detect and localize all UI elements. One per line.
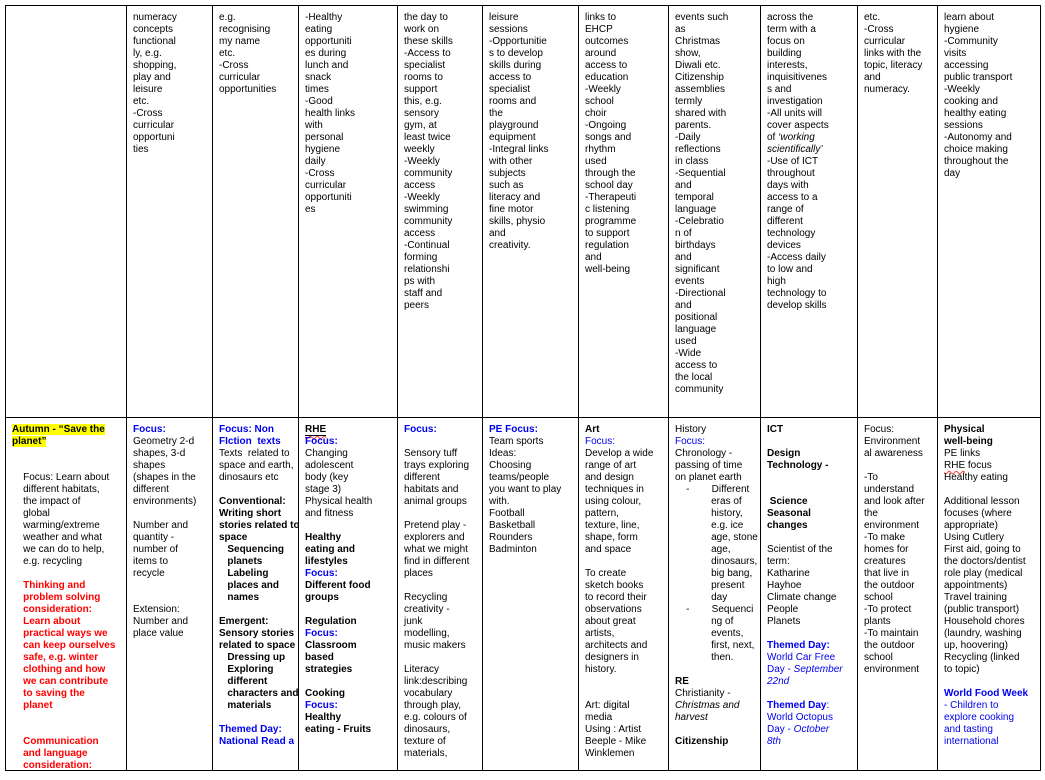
text-span: Changing adolescent body (key stage 3) P… [305, 448, 373, 519]
table-cell-r1-c5: the day to work on these skills -Access … [398, 6, 483, 418]
text-span: Autumn - “Save the planet” [12, 424, 105, 447]
text-span: Focus: [404, 424, 437, 435]
text-span: Focus: Non FIction texts [219, 424, 281, 447]
text-span: learn about hygiene -Community visits ac… [944, 12, 1013, 179]
table-cell-r1-c4: -Healthy eating opportuniti es during lu… [299, 6, 398, 418]
text-span: links to EHCP outcomes around access to … [585, 12, 637, 275]
text-span: Chronology - passing of time on planet e… [675, 448, 758, 663]
text-span: Develop a wide range of art and design t… [585, 448, 654, 759]
text-span: Physical well-being [944, 424, 993, 447]
text-span: leisure sessions -Opportunitie s to deve… [489, 12, 549, 251]
table-cell-r1-c1 [6, 6, 127, 418]
text-span: Focus: [133, 424, 166, 435]
text-span: Thinking and problem solving considerati… [23, 580, 116, 771]
text-span: Texts related to space and earth, dinosa… [219, 448, 294, 483]
text-span: RHE [305, 424, 327, 436]
text-span: Scientist of the term: Katharine Hayhoe … [767, 544, 837, 627]
text-span: Healthy eating - Fruits [305, 712, 372, 735]
text-span: Citizenship [675, 736, 729, 747]
text-span: Conventional: Writing short stories rela… [219, 496, 299, 711]
text-span: PE Focus: [489, 424, 538, 435]
text-span: RHE [944, 460, 966, 471]
text-span: etc. -Cross curricular links with the to… [864, 12, 923, 95]
table-cell-r1-c11: learn about hygiene -Community visits ac… [938, 6, 1041, 418]
text-span: World Car Free Day - [767, 652, 836, 675]
table-cell-r2-c4: RHE Focus: Changing adolescent body (key… [299, 418, 398, 771]
text-span: Team sports Ideas: Choosing teams/people… [489, 436, 562, 555]
text-span: Focus: Environment al awareness -To unde… [864, 424, 925, 675]
text-span: ICT Design Technology - Science Seasonal… [767, 424, 829, 531]
text-span: events such as Christmas show, Diwali et… [675, 12, 729, 395]
table-cell-r1-c10: etc. -Cross curricular links with the to… [858, 6, 938, 418]
text-span: Focus: [305, 568, 338, 579]
text-span: Focus: [585, 436, 616, 447]
text-span: Focus: [675, 436, 706, 447]
table-cell-r2-c2: Focus: Geometry 2-d shapes, 3-d shapes (… [127, 418, 213, 771]
text-span: Art [585, 424, 600, 435]
text-span: - Children to explore cooking and tastin… [944, 700, 1015, 747]
text-span: Christianity - [675, 688, 731, 699]
table-cell-r1-c3: e.g. recognising my name etc. -Cross cur… [213, 6, 299, 418]
text-span: focus Healthy eating Additional lesson f… [944, 460, 1026, 675]
text-span: e.g. recognising my name etc. -Cross cur… [219, 12, 277, 95]
text-span: Healthy eating and lifestyles [305, 532, 356, 567]
text-span: RE [675, 676, 689, 687]
text-span: Different food groups Regulation [305, 580, 371, 627]
text-span: Christmas and harvest [675, 700, 740, 723]
text-span: : World Octopus Day - [767, 700, 833, 735]
text-span: ‘working scientifically’ [767, 132, 823, 155]
text-span: -Use of ICT throughout days with access … [767, 156, 827, 311]
table-cell-r2-c1: Autumn - “Save the planet” Focus: Learn … [6, 418, 127, 771]
table-cell-r2-c3: Focus: Non FIction texts Texts related t… [213, 418, 299, 771]
text-span: Focus: [305, 436, 338, 447]
table-cell-r1-c2: numeracy concepts functional ly, e.g. sh… [127, 6, 213, 418]
text-span: Geometry 2-d shapes, 3-d shapes (shapes … [133, 436, 197, 639]
table-cell-r2-c7: Art Focus: Develop a wide range of art a… [579, 418, 669, 771]
text-span: Sensory tuff trays exploring different h… [404, 448, 470, 759]
table-cell-r1-c8: events such as Christmas show, Diwali et… [669, 6, 761, 418]
text-span: numeracy concepts functional ly, e.g. sh… [133, 12, 177, 155]
text-span: Themed Day: National Read a [219, 724, 295, 747]
text-span: September 22nd [767, 664, 843, 687]
table-cell-r1-c7: links to EHCP outcomes around access to … [579, 6, 669, 418]
text-span: -Healthy eating opportuniti es during lu… [305, 12, 356, 215]
table-cell-r2-c9: ICT Design Technology - Science Seasonal… [761, 418, 858, 771]
text-span: Focus: Learn about different habitats, t… [23, 472, 110, 567]
table-cell-r2-c11: Physical well-being PE links RHE focus H… [938, 418, 1041, 771]
table-cell-r2-c6: PE Focus: Team sports Ideas: Choosing te… [483, 418, 579, 771]
text-span: Focus: [305, 628, 338, 639]
text-span: across the term with a focus on building… [767, 12, 829, 143]
text-span: Focus: [305, 700, 338, 711]
table-cell-r1-c9: across the term with a focus on building… [761, 6, 858, 418]
table-cell-r2-c10: Focus: Environment al awareness -To unde… [858, 418, 938, 771]
table-cell-r1-c6: leisure sessions -Opportunitie s to deve… [483, 6, 579, 418]
table-cell-r2-c5: Focus: Sensory tuff trays exploring diff… [398, 418, 483, 771]
text-span: World Food Week [944, 688, 1029, 699]
text-span: Themed Day [767, 700, 827, 711]
text-span: Themed Day: [767, 640, 830, 651]
text-span: Classroom based strategies Cooking [305, 640, 357, 699]
text-span: the day to work on these skills -Access … [404, 12, 453, 311]
text-span: October 8th [767, 724, 830, 747]
text-span: PE links [944, 448, 981, 459]
text-span: History [675, 424, 707, 435]
table-cell-r2-c8: History Focus: Chronology - passing of t… [669, 418, 761, 771]
curriculum-table: numeracy concepts functional ly, e.g. sh… [5, 5, 1041, 771]
